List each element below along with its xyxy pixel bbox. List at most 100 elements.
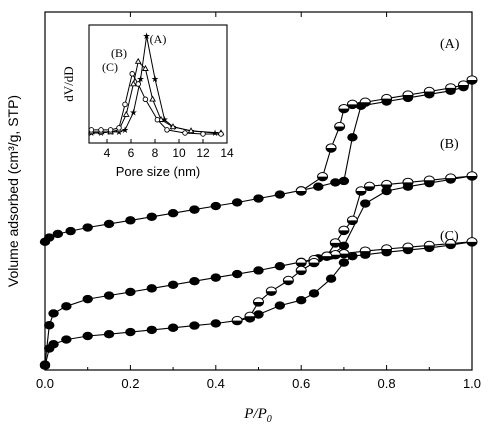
main-point-adsorption [52, 229, 64, 239]
main-point-adsorption [338, 258, 350, 267]
main-point-adsorption [274, 261, 286, 271]
main-point-adsorption [210, 273, 221, 282]
main-point-adsorption [210, 319, 221, 328]
main-point-desorption [308, 257, 320, 268]
main-point-desorption [317, 171, 329, 182]
inset-series-labels: (A) (B)(C) [102, 32, 166, 74]
main-point-desorption [402, 90, 414, 100]
main-point-desorption [359, 246, 371, 256]
inset-point [142, 96, 149, 103]
inset-series-label: (A) [150, 32, 167, 46]
main-point-desorption [295, 257, 307, 268]
main-series-group [39, 75, 478, 370]
main-point-desorption [295, 186, 307, 196]
inset-point [130, 80, 137, 87]
main-point-desorption [265, 286, 277, 296]
main-x-tick-label: 0.8 [378, 376, 396, 391]
main-point-adsorption [274, 190, 286, 199]
inset-frame [88, 24, 228, 144]
inset-x-tick-label: 12 [196, 146, 210, 160]
inset-point [164, 127, 170, 133]
main-x-tick-label: 0.4 [207, 376, 225, 391]
main-point-adsorption [338, 176, 350, 186]
inset-point [182, 130, 188, 136]
main-point-adsorption [231, 269, 243, 279]
main-point-desorption [231, 315, 243, 326]
main-point-desorption [346, 99, 358, 110]
main-series-labels: (A) (B) (C) [440, 37, 460, 244]
inset-point [169, 123, 177, 130]
main-point-adsorption [82, 294, 93, 304]
main-point-desorption [329, 238, 341, 248]
main-point-desorption [466, 171, 478, 181]
inset-point [135, 81, 141, 87]
main-point-adsorption [189, 277, 200, 286]
main-point-adsorption [146, 284, 157, 293]
inset-point: ★ [137, 74, 145, 84]
inset-point [122, 110, 130, 117]
main-point-desorption [457, 80, 469, 90]
main-point-adsorption [253, 194, 264, 203]
main-x-ticks: 0.0 0.2 0.4 0.6 0.8 1.0 [36, 12, 481, 391]
main-point-adsorption [338, 241, 350, 250]
inset-point [200, 131, 206, 137]
main-point-adsorption [381, 186, 392, 196]
main-point-adsorption [296, 295, 307, 305]
inset-x-tick-label: 6 [128, 146, 135, 160]
inset-point: ★ [151, 74, 159, 84]
inset-point [129, 71, 135, 77]
inset-point: ★ [143, 31, 151, 41]
inset-point [98, 127, 104, 133]
main-point-adsorption [253, 310, 264, 319]
main-y-axis-label: Volume adsorbed (cm³/g, STP) [5, 95, 21, 287]
inset-point: ★ [161, 115, 169, 125]
main-point-adsorption [231, 198, 243, 207]
main-point-desorption [334, 121, 346, 132]
main-point-desorption [381, 244, 393, 254]
main-point-adsorption [48, 309, 59, 318]
main-point-adsorption [103, 291, 115, 300]
inset-point [107, 127, 114, 133]
main-point-adsorption [39, 361, 51, 370]
inset-y-axis-label: dV/dD [61, 66, 76, 101]
inset-point: ★ [121, 125, 129, 135]
main-point-desorption [338, 103, 350, 114]
main-point-desorption [445, 173, 457, 183]
main-point-desorption [423, 175, 435, 185]
main-point-desorption [466, 237, 478, 247]
main-point-adsorption [210, 201, 221, 211]
main-point-adsorption [360, 199, 371, 208]
main-point-adsorption [253, 266, 264, 275]
main-point-desorption [445, 83, 457, 93]
main-point-adsorption [125, 216, 136, 225]
main-x-tick-label: 0.6 [292, 376, 310, 391]
main-point-adsorption [146, 325, 157, 335]
main-point-desorption [359, 97, 371, 107]
main-point-adsorption [167, 323, 179, 332]
main-point-desorption [244, 311, 256, 321]
main-point-desorption [325, 143, 337, 153]
inset-point [149, 95, 156, 102]
inset-point [187, 127, 195, 134]
main-point-adsorption [61, 335, 72, 344]
inset-point [154, 116, 161, 123]
main-series-label: (B) [440, 137, 459, 152]
main-point-desorption [355, 186, 367, 196]
inset-x-tick-label: 10 [172, 146, 186, 160]
main-point-adsorption [347, 251, 358, 261]
main-point-adsorption [48, 340, 59, 349]
inset-x-ticks: 4 6 8 10 12 14 [104, 139, 234, 160]
main-point-adsorption [146, 212, 157, 221]
main-point-adsorption [189, 321, 200, 330]
main-point-desorption [346, 215, 358, 226]
inset-series-label: (B) [111, 46, 127, 60]
main-point-desorption [445, 238, 457, 249]
main-point-adsorption [125, 287, 136, 297]
main-point-desorption [329, 250, 341, 260]
main-point-adsorption [103, 330, 115, 339]
main-series-label: (A) [440, 37, 460, 52]
main-point-desorption [402, 177, 414, 188]
inset-point [88, 127, 95, 133]
main-point-adsorption [313, 182, 324, 191]
